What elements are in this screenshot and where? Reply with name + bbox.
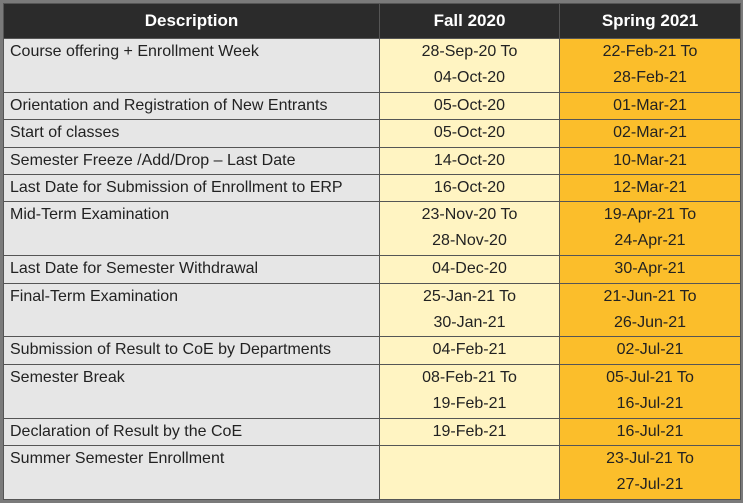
table-row: Mid-Term Examination 23-Nov-20 To 28-Nov-2… bbox=[3, 201, 741, 257]
fall-date-line: 23-Nov-20 To bbox=[421, 206, 518, 224]
spring-date-line: 16-Jul-21 bbox=[616, 422, 684, 440]
spring-date-line: 30-Apr-21 bbox=[614, 260, 686, 278]
table-row: Last Date for Submission of Enrollment t… bbox=[3, 174, 741, 203]
spring-date-cell: 16-Jul-21 bbox=[559, 417, 741, 447]
header-spring-2021: Spring 2021 bbox=[559, 3, 741, 39]
fall-date-cell: 05-Oct-20 bbox=[379, 119, 560, 148]
row-description: Start of classes bbox=[3, 119, 380, 148]
fall-date-line: 16-Oct-20 bbox=[433, 179, 506, 197]
fall-date-line: 05-Oct-20 bbox=[433, 124, 506, 142]
fall-date-cell: 04-Dec-20 bbox=[379, 255, 560, 284]
spring-date-cell: 02-Mar-21 bbox=[559, 119, 741, 148]
row-description: Semester Freeze /Add/Drop – Last Date bbox=[3, 146, 380, 176]
fall-date-cell: 08-Feb-21 To 19-Feb-21 bbox=[379, 363, 560, 419]
spring-date-line: 19-Apr-21 To bbox=[603, 206, 697, 224]
fall-date-line: 25-Jan-21 To bbox=[422, 287, 517, 305]
fall-date-line: 30-Jan-21 bbox=[433, 313, 506, 331]
row-description: Orientation and Registration of New Entr… bbox=[3, 91, 380, 121]
spring-date-cell: 19-Apr-21 To 24-Apr-21 bbox=[559, 201, 741, 257]
spring-date-line: 01-Mar-21 bbox=[613, 96, 687, 114]
spring-date-cell: 30-Apr-21 bbox=[559, 255, 741, 284]
fall-date-cell: 04-Feb-21 bbox=[379, 336, 560, 365]
header-row: Description Fall 2020 Spring 2021 bbox=[3, 3, 741, 39]
fall-date-line: 28-Sep-20 To bbox=[421, 43, 518, 60]
fall-date-cell: 28-Sep-20 To 04-Oct-20 bbox=[379, 38, 560, 93]
spring-date-line: 10-Mar-21 bbox=[613, 151, 687, 169]
row-description: Semester Break bbox=[3, 363, 380, 419]
table-header: Description Fall 2020 Spring 2021 bbox=[3, 3, 741, 39]
spring-date-cell: 10-Mar-21 bbox=[559, 146, 741, 176]
header-fall-2020: Fall 2020 bbox=[379, 3, 560, 39]
fall-date-line: 04-Dec-20 bbox=[432, 260, 507, 278]
fall-date-cell bbox=[379, 445, 560, 500]
fall-date-line: 08-Feb-21 To bbox=[422, 368, 517, 386]
spring-date-cell: 23-Jul-21 To 27-Jul-21 bbox=[559, 445, 741, 500]
spring-date-line: 28-Feb-21 bbox=[613, 69, 687, 86]
row-description: Final-Term Examination bbox=[3, 282, 380, 338]
spring-date-line: 05-Jul-21 To bbox=[606, 368, 694, 386]
table-row: Declaration of Result by the CoE 19-Feb-2… bbox=[3, 417, 741, 447]
row-description: Summer Semester Enrollment bbox=[3, 445, 380, 500]
table-row: Course offering + Enrollment Week 28-Sep-… bbox=[3, 38, 741, 93]
spring-date-line: 02-Mar-21 bbox=[613, 124, 687, 142]
fall-date-line: 14-Oct-20 bbox=[433, 151, 506, 169]
spring-date-line: 02-Jul-21 bbox=[616, 341, 684, 359]
table-row: Orientation and Registration of New Entr… bbox=[3, 91, 741, 121]
fall-date-line: 04-Oct-20 bbox=[433, 69, 506, 86]
row-description: Submission of Result to CoE by Departmen… bbox=[3, 336, 380, 365]
fall-date-line: 05-Oct-20 bbox=[433, 96, 506, 114]
header-description: Description bbox=[3, 3, 380, 39]
table-row: Semester Freeze /Add/Drop – Last Date 14-… bbox=[3, 146, 741, 176]
fall-date-line: 04-Feb-21 bbox=[432, 341, 507, 359]
spring-date-cell: 01-Mar-21 bbox=[559, 91, 741, 121]
fall-date-line: 19-Feb-21 bbox=[432, 394, 507, 412]
spring-date-line: 22-Feb-21 To bbox=[602, 43, 698, 60]
table-row: Submission of Result to CoE by Departmen… bbox=[3, 336, 741, 365]
fall-date-cell: 14-Oct-20 bbox=[379, 146, 560, 176]
row-description: Last Date for Semester Withdrawal bbox=[3, 255, 380, 284]
spring-date-line: 27-Jul-21 bbox=[616, 476, 684, 494]
spring-date-line: 23-Jul-21 To bbox=[606, 450, 694, 468]
table-row: Summer Semester Enrollment 23-Jul-21 To 27… bbox=[3, 445, 741, 500]
spring-date-line: 26-Jun-21 bbox=[613, 313, 687, 331]
fall-date-line: 19-Feb-21 bbox=[432, 422, 507, 440]
spring-date-cell: 21-Jun-21 To 26-Jun-21 bbox=[559, 282, 741, 338]
fall-date-cell: 16-Oct-20 bbox=[379, 174, 560, 203]
spring-date-line: 16-Jul-21 bbox=[616, 394, 684, 412]
row-description: Course offering + Enrollment Week bbox=[3, 38, 380, 93]
spring-date-cell: 12-Mar-21 bbox=[559, 174, 741, 203]
row-description: Mid-Term Examination bbox=[3, 201, 380, 257]
academic-calendar-table: Description Fall 2020 Spring 2021 Course… bbox=[3, 3, 741, 500]
spring-date-line: 21-Jun-21 To bbox=[603, 287, 697, 305]
spring-date-cell: 02-Jul-21 bbox=[559, 336, 741, 365]
spring-date-line: 24-Apr-21 bbox=[614, 232, 686, 250]
fall-date-cell: 23-Nov-20 To 28-Nov-20 bbox=[379, 201, 560, 257]
fall-date-cell: 19-Feb-21 bbox=[379, 417, 560, 447]
table-row: Semester Break 08-Feb-21 To 19-Feb-21 05-Ju… bbox=[3, 363, 741, 419]
table-row: Start of classes 05-Oct-20 02-Mar-21 bbox=[3, 119, 741, 148]
fall-date-cell: 25-Jan-21 To 30-Jan-21 bbox=[379, 282, 560, 338]
spring-date-cell: 22-Feb-21 To 28-Feb-21 bbox=[559, 38, 741, 93]
spring-date-cell: 05-Jul-21 To 16-Jul-21 bbox=[559, 363, 741, 419]
table-row: Final-Term Examination 25-Jan-21 To 30-Jan… bbox=[3, 282, 741, 338]
table-body: Course offering + Enrollment Week 28-Sep-… bbox=[3, 38, 741, 500]
fall-date-line: 28-Nov-20 bbox=[432, 232, 507, 250]
table-row: Last Date for Semester Withdrawal 04-Dec-… bbox=[3, 255, 741, 284]
row-description: Declaration of Result by the CoE bbox=[3, 417, 380, 447]
spring-date-line: 12-Mar-21 bbox=[613, 179, 687, 197]
fall-date-cell: 05-Oct-20 bbox=[379, 91, 560, 121]
row-description: Last Date for Submission of Enrollment t… bbox=[3, 174, 380, 203]
